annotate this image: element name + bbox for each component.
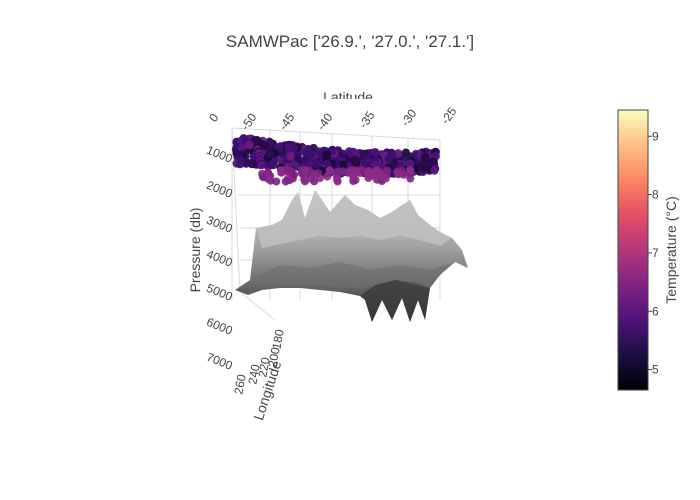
latitude-tick-label: -45	[276, 110, 298, 133]
scatter-point	[406, 174, 415, 183]
surface-mid	[250, 262, 455, 288]
scatter-point	[350, 155, 359, 164]
scatter-point	[261, 141, 270, 151]
scatter-point	[417, 161, 426, 170]
scatter-point	[338, 149, 348, 159]
pressure-tick-label: 7000	[204, 350, 234, 373]
scatter-point	[339, 160, 348, 170]
scatter-point	[245, 140, 254, 150]
scatter-point	[235, 160, 245, 169]
pressure-tick-label: 3000	[204, 213, 234, 236]
scatter-point	[323, 172, 332, 181]
scatter-point	[301, 166, 310, 175]
scatter-point	[405, 159, 415, 168]
scatter-point	[322, 150, 332, 159]
latitude-tick-label: -30	[398, 106, 420, 129]
scatter-point	[394, 170, 403, 179]
colorbar-tick-label: 5	[652, 363, 659, 377]
latitude-ticks: 0 -50 -45 -40 -35 -30 -25	[206, 104, 460, 133]
scatter-point	[360, 158, 369, 167]
scatter-point	[370, 148, 380, 157]
scatter-points	[231, 134, 440, 186]
scatter-point	[384, 154, 393, 163]
surface-shadow	[360, 280, 430, 322]
colorbar-tick-label: 6	[652, 304, 659, 318]
latitude-axis-title: Latitude	[323, 89, 373, 105]
scatter-point	[421, 153, 430, 163]
scatter-point	[360, 149, 369, 159]
scatter-point	[428, 157, 438, 167]
pressure-tick-label: 1000	[204, 143, 234, 166]
colorbar-ticks: 5 6 7 8 9	[648, 129, 659, 377]
pressure-ticks: 1000 2000 3000 4000 5000 6000 7000	[204, 143, 234, 373]
colorbar-tick-label: 8	[652, 188, 659, 202]
scatter-point	[315, 147, 324, 156]
surface-ridge	[256, 190, 452, 248]
scatter-point	[345, 147, 354, 156]
scatter-point	[284, 142, 293, 152]
longitude-tick-label: 260	[231, 373, 248, 395]
scatter-point	[259, 173, 268, 182]
scatter-point	[430, 166, 439, 175]
scatter-point	[266, 160, 276, 170]
scatter-point	[381, 174, 390, 183]
latitude-tick-label: 0	[206, 111, 221, 125]
pressure-axis-title: Pressure (db)	[187, 208, 203, 293]
scatter-point	[293, 153, 302, 163]
pressure-tick-label: 2000	[204, 178, 234, 201]
scatter-point	[383, 166, 392, 175]
pressure-tick-label: 4000	[204, 247, 234, 270]
pressure-tick-label: 5000	[204, 281, 234, 304]
scatter-point	[286, 166, 295, 175]
latitude-tick-label: -25	[438, 104, 460, 127]
latitude-tick-label: -35	[356, 108, 378, 131]
scatter-point	[307, 149, 316, 159]
scatter-point	[334, 167, 343, 176]
chart-title: SAMWPac ['26.9.', '27.0.', '27.1.']	[225, 32, 475, 51]
scatter-point	[265, 149, 274, 158]
scatter-point	[311, 172, 319, 181]
colorbar-title: Temperature (°C)	[663, 196, 679, 304]
longitude-tick-label: 240	[245, 363, 262, 385]
surface	[235, 190, 468, 322]
scatter-point	[233, 149, 242, 159]
scatter-point	[256, 160, 266, 170]
colorbar-tick-label: 9	[652, 129, 659, 143]
scatter-point	[406, 166, 415, 175]
longitude-tick-label: 200	[265, 346, 282, 368]
scatter-point	[323, 159, 332, 169]
scatter-point	[286, 152, 295, 161]
scatter-point	[366, 169, 375, 178]
scatter-point	[348, 166, 357, 174]
colorbar-frame	[617, 109, 649, 391]
latitude-tick-label: -40	[314, 110, 336, 133]
longitude-tick-label: 180	[269, 328, 286, 350]
colorbar: 5 6 7 8 9 Temperature (°C)	[617, 109, 679, 391]
pressure-tick-label: 6000	[204, 315, 234, 338]
colorbar-tick-label: 7	[652, 246, 659, 260]
scatter-point	[237, 143, 247, 152]
longitude-tick-label: 220	[255, 356, 272, 378]
scatter-point	[301, 177, 309, 186]
scatter-point	[281, 177, 290, 186]
